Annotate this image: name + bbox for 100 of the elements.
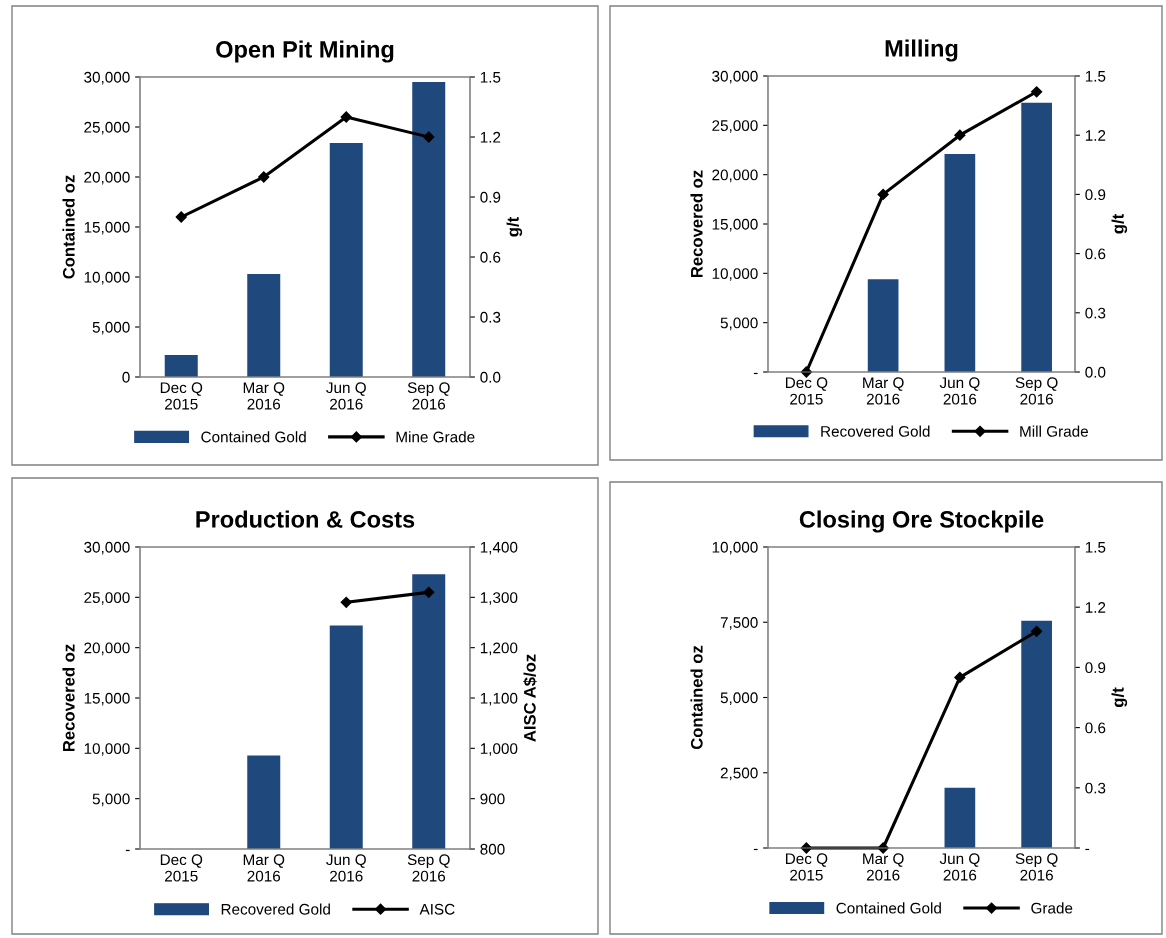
x-tick-label: Jun Q 2016 xyxy=(939,853,980,881)
legend-label: Contained Gold xyxy=(836,902,941,914)
y-tick-label: 30,000 xyxy=(84,71,130,85)
x-tick-label: Mar Q 2016 xyxy=(863,377,904,405)
chart-title: Milling xyxy=(885,39,958,62)
y2-tick-label: 1.5 xyxy=(1085,71,1106,82)
y-tick-label: 30,000 xyxy=(712,70,758,84)
x-tick-label: Sep Q 2016 xyxy=(407,382,450,410)
y-tick-label: 20,000 xyxy=(712,169,758,183)
legend-label: Grade xyxy=(1031,902,1073,914)
y2-tick-label: 1,400 xyxy=(480,541,518,555)
legend-label: Recovered Gold xyxy=(221,903,330,915)
y2-tick-label: 0.6 xyxy=(1085,248,1106,260)
y-axis-title: Recovered oz xyxy=(62,644,75,752)
y-axis-title: Contained oz xyxy=(62,175,75,279)
y2-tick-label: 1,000 xyxy=(480,743,518,756)
bar xyxy=(867,279,899,372)
y2-tick-label: 1.2 xyxy=(480,131,501,143)
y-tick-label: 10,000 xyxy=(84,271,130,285)
x-tick-label: Mar Q 2016 xyxy=(863,853,904,881)
point xyxy=(175,211,187,223)
bar xyxy=(329,625,363,849)
bar xyxy=(412,82,446,377)
x-tick-label: Sep Q 2016 xyxy=(1015,377,1058,405)
x-tick-label: Dec Q 2015 xyxy=(785,853,828,881)
y-tick-label: 2,500 xyxy=(720,767,758,781)
point xyxy=(1031,625,1043,637)
y2-tick-label: 1.5 xyxy=(480,72,501,83)
y-tick-label: 25,000 xyxy=(84,592,130,605)
y2-tick-label: 1,300 xyxy=(480,592,518,605)
point xyxy=(1031,86,1043,98)
bar xyxy=(247,755,281,849)
chart-title: Production & Costs xyxy=(196,510,415,528)
bar xyxy=(944,153,976,372)
y2-tick-label: 0.9 xyxy=(1085,189,1106,201)
bar xyxy=(1021,102,1052,372)
y-tick-label: 10,000 xyxy=(712,268,758,281)
y-tick-label: 5,000 xyxy=(92,321,130,335)
y2-tick-label: - xyxy=(1085,848,1090,851)
y2-tick-label: 1.2 xyxy=(1085,130,1106,141)
point xyxy=(423,131,435,143)
y-tick-label: 5,000 xyxy=(720,692,758,705)
y2-axis-title: g/t xyxy=(1111,687,1128,707)
y-tick-label: 25,000 xyxy=(84,121,130,135)
legend-label: AISC xyxy=(419,903,455,915)
y2-tick-label: 900 xyxy=(480,793,505,805)
x-tick-label: Jun Q 2016 xyxy=(939,377,980,405)
y-tick-label: 20,000 xyxy=(84,171,130,185)
y-tick-label: 30,000 xyxy=(84,541,130,555)
point xyxy=(877,188,889,201)
x-tick-label: Jun Q 2016 xyxy=(326,382,366,410)
y2-tick-label: 800 xyxy=(480,843,505,855)
y2-tick-label: 0.3 xyxy=(480,311,501,323)
legend-label: Mill Grade xyxy=(1020,425,1088,437)
y2-tick-label: 0.3 xyxy=(1085,307,1106,319)
y-tick-label: - xyxy=(125,849,130,852)
y2-tick-label: 1.5 xyxy=(1085,542,1106,553)
chart-title: Open Pit Mining xyxy=(216,40,394,63)
y2-tick-label: 0.0 xyxy=(480,371,501,383)
y-tick-label: 15,000 xyxy=(84,221,130,235)
y-tick-label: - xyxy=(753,372,758,375)
y-axis-title: Recovered oz xyxy=(690,170,703,278)
y2-tick-label: 0.9 xyxy=(1085,662,1106,674)
point xyxy=(954,671,966,684)
y-tick-label: - xyxy=(753,848,758,851)
y2-tick-label: 1,100 xyxy=(480,692,518,706)
x-tick-label: Dec Q 2015 xyxy=(785,377,828,405)
y2-axis-title: AISC A$/oz xyxy=(523,654,537,742)
x-tick-label: Jun Q 2016 xyxy=(326,854,366,882)
y2-axis-title: g/t xyxy=(506,217,523,237)
y-tick-label: 25,000 xyxy=(712,120,758,133)
y2-tick-label: 0.6 xyxy=(480,251,501,263)
bar xyxy=(164,355,198,377)
chart-title: Closing Ore Stockpile xyxy=(799,510,1044,533)
y2-tick-label: 0.9 xyxy=(480,191,501,203)
bar xyxy=(412,574,446,849)
x-tick-label: Dec Q 2015 xyxy=(160,382,203,410)
x-tick-label: Dec Q 2015 xyxy=(160,854,203,882)
x-tick-label: Mar Q 2016 xyxy=(243,854,285,882)
bar xyxy=(329,143,363,377)
y-tick-label: 15,000 xyxy=(712,218,758,232)
y-tick-label: 5,000 xyxy=(92,793,130,807)
x-tick-label: Sep Q 2016 xyxy=(1015,853,1058,881)
y2-tick-label: 0.0 xyxy=(1085,366,1106,378)
y2-tick-label: 1.2 xyxy=(1085,602,1106,613)
y-tick-label: 20,000 xyxy=(84,642,130,656)
y2-tick-label: 0.6 xyxy=(1085,722,1106,734)
y2-tick-label: 1,200 xyxy=(480,642,518,656)
y-axis-title: Contained oz xyxy=(690,645,703,750)
y-tick-label: 7,500 xyxy=(720,617,758,630)
y-tick-label: 10,000 xyxy=(84,743,130,756)
x-tick-label: Sep Q 2016 xyxy=(407,854,450,882)
point xyxy=(954,129,966,141)
legend-label: Mine Grade xyxy=(396,431,475,443)
y2-tick-label: 0.3 xyxy=(1085,782,1106,794)
y-tick-label: 15,000 xyxy=(84,692,130,706)
legend-label: Contained Gold xyxy=(201,431,306,443)
point xyxy=(340,111,352,123)
x-tick-label: Mar Q 2016 xyxy=(243,382,285,410)
y-tick-label: 0 xyxy=(122,371,130,383)
